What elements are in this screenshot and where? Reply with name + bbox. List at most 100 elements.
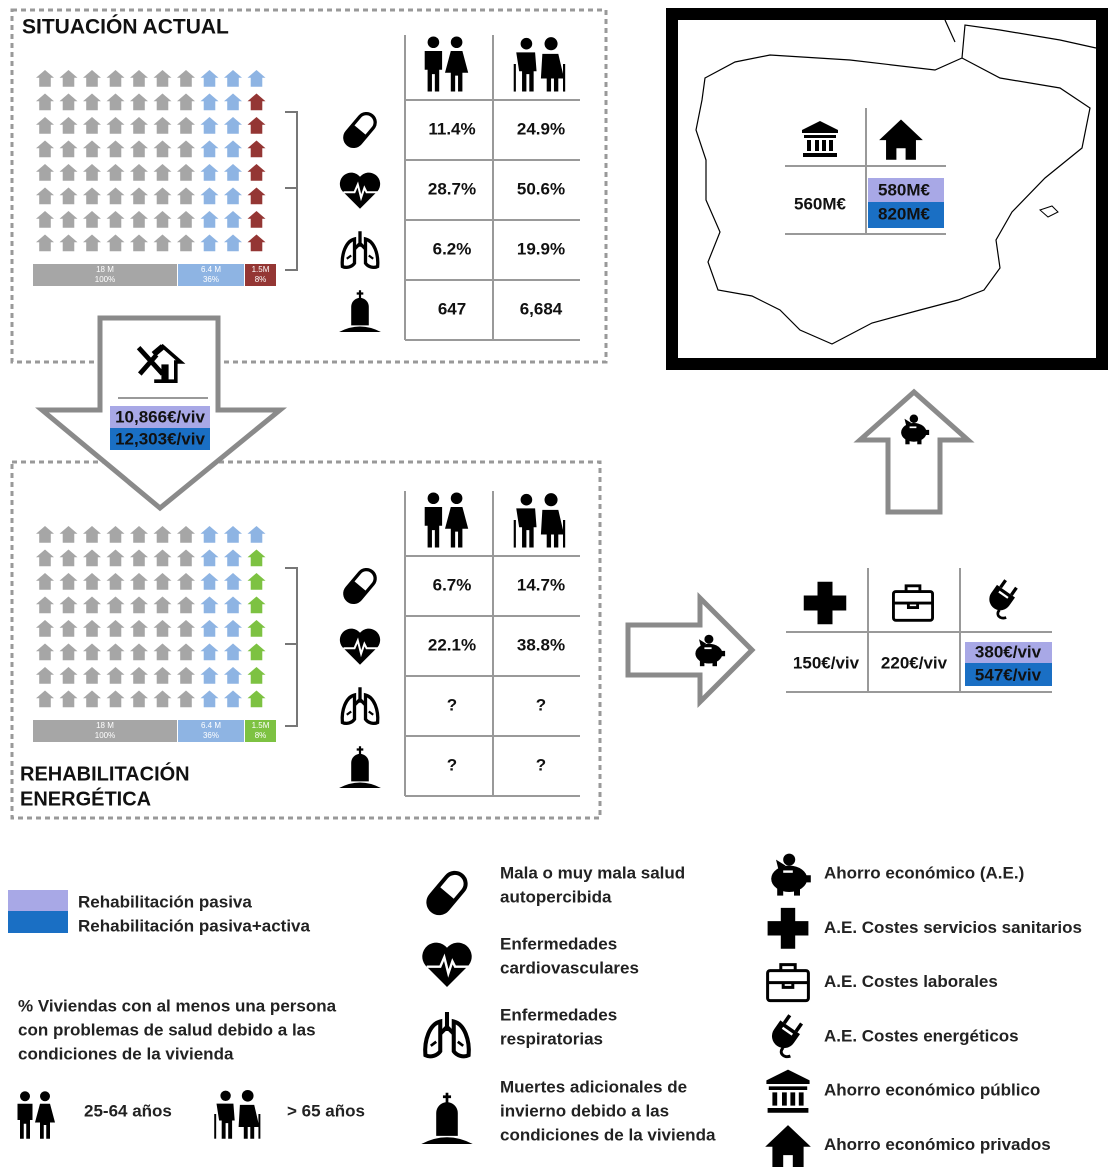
legend-text: Enfermedades [500, 1005, 617, 1024]
house-mark [200, 117, 219, 134]
legend-text: Ahorro económico público [824, 1081, 1040, 1100]
bar-share: 8% [255, 731, 267, 740]
house-mark [130, 140, 148, 158]
house-mark [59, 211, 78, 228]
condition-icon [338, 745, 382, 788]
share-bar [178, 264, 244, 286]
house-mark [59, 643, 78, 661]
house-mark [36, 667, 54, 684]
legend-text: 25-64 años [84, 1101, 172, 1120]
house-mark [130, 667, 148, 684]
briefcase-icon [891, 584, 935, 622]
condition-icon [339, 564, 381, 608]
house-mark [247, 596, 266, 614]
section-title: REHABILITACIÓN [20, 761, 190, 785]
house-mark [106, 573, 125, 590]
house-mark [200, 140, 219, 158]
house-mark [153, 549, 172, 567]
house-mark [59, 70, 78, 87]
house-mark [200, 211, 219, 228]
bar-count: 6.4 M [201, 721, 221, 730]
share-bar [33, 264, 177, 286]
legend-text: % Viviendas con al menos una persona [18, 996, 337, 1015]
house-mark [59, 620, 78, 637]
house-mark [83, 234, 101, 252]
legend-text: autopercibida [500, 887, 612, 906]
legend-icon [421, 941, 473, 989]
house-mark [247, 643, 266, 661]
house-mark [200, 164, 219, 181]
elderly-icon [214, 1088, 261, 1140]
legend-text: Ahorro económico privados [824, 1135, 1051, 1154]
legend-text: Mala o muy mala salud [500, 863, 685, 882]
house-mark [224, 620, 242, 637]
house-mark [153, 234, 172, 252]
house-mark [36, 596, 54, 614]
table-value: ? [447, 755, 457, 774]
house-mark [130, 596, 148, 614]
house-mark [106, 117, 125, 134]
active-box [110, 428, 210, 450]
cost-passive: 10,866€/viv [115, 407, 205, 426]
adults-icon [17, 1091, 55, 1139]
legend-icon [769, 852, 813, 897]
house-mark [59, 117, 78, 134]
passive-box [868, 178, 944, 202]
house-mark [36, 234, 54, 252]
house-mark [83, 573, 101, 590]
house-mark [247, 117, 266, 134]
house-mark [36, 187, 54, 205]
house-mark [153, 667, 172, 684]
house-mark [59, 140, 78, 158]
table-value: 28.7% [428, 179, 476, 198]
legend-swatch [8, 890, 68, 911]
house-mark [224, 117, 242, 134]
house-mark [247, 211, 266, 228]
house-mark [36, 620, 54, 637]
legend-text: respiratorias [500, 1029, 603, 1048]
legend: Rehabilitación pasiva Rehabilitación pasi… [8, 863, 1082, 1154]
house-mark [130, 526, 148, 543]
house-mark [106, 549, 125, 567]
legend-text: Rehabilitación pasiva [78, 892, 252, 911]
house-mark [130, 187, 148, 205]
house-mark [59, 573, 78, 590]
bar-share: 36% [203, 275, 219, 284]
elderly-icon [513, 35, 566, 93]
energy-saving-active: 547€/viv [975, 665, 1042, 684]
cross-icon [803, 581, 847, 625]
house-mark [130, 573, 148, 590]
house-mark [153, 140, 172, 158]
cost-active: 12,303€/viv [115, 429, 205, 448]
house-mark [200, 620, 219, 637]
house-mark [106, 164, 125, 181]
table-value: 50.6% [517, 179, 565, 198]
house-mark [106, 667, 125, 684]
house-mark [153, 187, 172, 205]
section-frame [10, 460, 602, 820]
house-mark [83, 620, 101, 637]
house-mark [247, 573, 266, 590]
legend-text: con problemas de salud debido a las [18, 1020, 316, 1039]
table-value: 647 [438, 299, 466, 318]
public-saving: 560M€ [794, 194, 847, 213]
house-mark [59, 93, 78, 111]
house-mark [200, 596, 219, 614]
house-mark [153, 690, 172, 708]
bar-share: 8% [255, 275, 267, 284]
house-mark [106, 187, 125, 205]
legend-text: Ahorro económico (A.E.) [824, 863, 1024, 882]
active-box [868, 202, 944, 228]
house-mark [224, 93, 242, 111]
share-bar [245, 720, 276, 742]
house-mark [106, 620, 125, 637]
energy-saving-passive: 380€/viv [975, 642, 1042, 661]
house-mark [130, 70, 148, 87]
table-value: 38.8% [517, 635, 565, 654]
adults-icon [424, 36, 469, 92]
house-mark [177, 667, 195, 684]
private-saving-passive: 580M€ [878, 180, 931, 199]
house-mark [177, 211, 195, 228]
legend-icon [425, 1012, 469, 1056]
house-mark [130, 549, 148, 567]
